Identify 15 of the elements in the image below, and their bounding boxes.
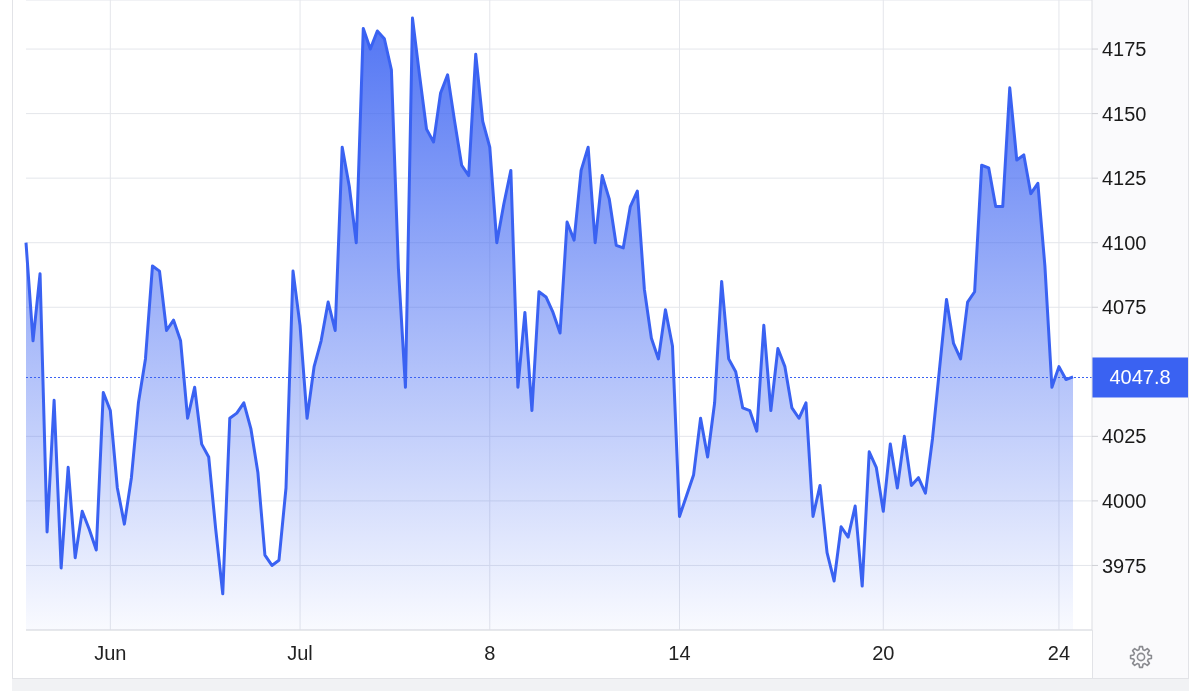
y-tick-label: 4125 bbox=[1102, 167, 1147, 190]
y-tick-label: 4000 bbox=[1102, 490, 1147, 512]
y-tick-label: 4100 bbox=[1102, 231, 1147, 254]
y-tick-label: 3975 bbox=[1102, 554, 1147, 577]
y-tick-label: 4150 bbox=[1102, 102, 1147, 125]
x-tick-label: 14 bbox=[668, 642, 691, 665]
ref-line-label: 4047.8 bbox=[1109, 366, 1171, 389]
y-tick-label: 4175 bbox=[1102, 38, 1147, 61]
x-tick-label: Jul bbox=[287, 642, 313, 665]
x-tick-label: Jun bbox=[94, 642, 127, 665]
x-tick-label: 8 bbox=[484, 642, 496, 665]
x-tick-label: 24 bbox=[1047, 642, 1071, 665]
y-tick-label: 4075 bbox=[1102, 296, 1147, 319]
x-tick-label: 20 bbox=[872, 642, 895, 665]
y-tick-label: 4025 bbox=[1102, 425, 1147, 448]
